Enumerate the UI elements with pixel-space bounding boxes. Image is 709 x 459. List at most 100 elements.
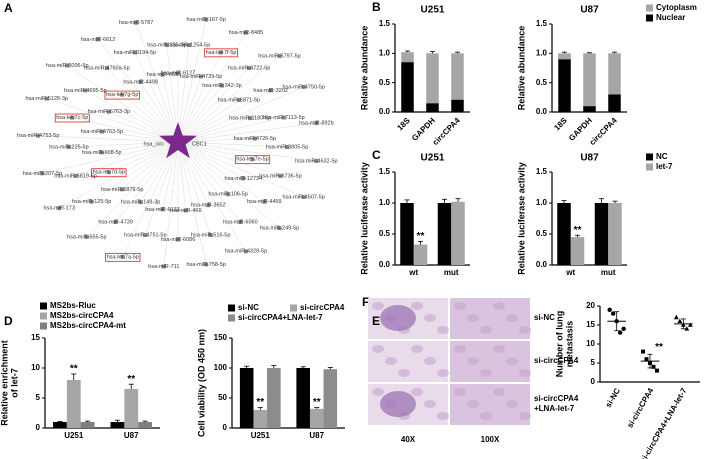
node-icon bbox=[70, 115, 75, 120]
tissue bbox=[467, 400, 479, 408]
legend-swatch bbox=[646, 4, 653, 12]
y-axis-label: Relative luciferase activity bbox=[359, 162, 369, 275]
point bbox=[621, 326, 626, 331]
node-label: hsa-let-7c-5p bbox=[56, 115, 88, 121]
y-tick-label: 10 bbox=[586, 339, 595, 348]
node-icon bbox=[99, 150, 104, 155]
edge bbox=[177, 85, 223, 143]
edge bbox=[166, 44, 179, 143]
edge bbox=[85, 90, 179, 143]
node-label: hsa-miR-5128-3p bbox=[25, 96, 68, 102]
tissue bbox=[424, 314, 436, 322]
legend-label: MS2bs-circCPA4 bbox=[50, 311, 114, 320]
node-label: hsa-miR-6736-5p bbox=[259, 173, 302, 179]
node-label: hsa-miR-5797-5p bbox=[258, 53, 301, 59]
y-tick-label: 0 bbox=[36, 423, 41, 432]
node-label: hsa-miR-4729-5p bbox=[180, 74, 223, 80]
panel-letter: D bbox=[4, 314, 13, 328]
point bbox=[610, 311, 616, 316]
node-icon bbox=[204, 17, 209, 22]
node-icon bbox=[176, 237, 180, 242]
node-label: hsa-miR-6086 bbox=[161, 237, 196, 243]
edge bbox=[177, 141, 207, 265]
significance: ** bbox=[70, 364, 78, 375]
center-node bbox=[159, 122, 197, 159]
bar bbox=[80, 422, 95, 428]
node-icon bbox=[262, 199, 267, 204]
legend-swatch bbox=[646, 153, 653, 161]
node-icon bbox=[164, 43, 169, 48]
node-label: hsa-miR-892b bbox=[299, 121, 334, 127]
tissue bbox=[424, 400, 436, 408]
nodule bbox=[380, 391, 416, 417]
chart-title: U87 bbox=[580, 5, 599, 16]
node-icon bbox=[138, 79, 143, 84]
row-label: si-NC bbox=[534, 313, 555, 322]
node-label: hsa-miR-758-5p bbox=[186, 262, 225, 268]
node-label: hsa-miR-4722-5p bbox=[228, 65, 271, 71]
edge bbox=[177, 52, 222, 143]
x-tick-label: mut bbox=[444, 268, 459, 277]
y-tick-label: 100 bbox=[214, 363, 228, 372]
tissue bbox=[398, 369, 410, 377]
point bbox=[651, 364, 656, 369]
node-icon bbox=[120, 254, 125, 259]
highlight-box bbox=[204, 48, 238, 58]
tissue bbox=[480, 412, 492, 420]
node-label: hsa-miR-1254-5p bbox=[168, 42, 211, 48]
tissue bbox=[411, 345, 423, 353]
edge bbox=[42, 141, 179, 174]
y-tick-label: 0.0 bbox=[379, 107, 391, 116]
node-icon bbox=[96, 37, 101, 42]
bar bbox=[451, 53, 464, 100]
node-label: hsa-miR-4695-5p bbox=[64, 88, 107, 94]
tissue bbox=[411, 388, 423, 396]
y-axis-label: metastasis bbox=[564, 321, 574, 368]
node-icon bbox=[243, 30, 248, 35]
edge bbox=[177, 44, 190, 143]
tissue bbox=[467, 357, 479, 365]
significance: ** bbox=[655, 342, 663, 353]
bar bbox=[557, 203, 571, 265]
node-icon bbox=[113, 220, 118, 225]
node-label: hsa-miR-3652 bbox=[191, 203, 226, 209]
edge bbox=[86, 141, 179, 237]
chart-title: U251 bbox=[421, 5, 445, 16]
highlight-box bbox=[54, 113, 90, 123]
tissue bbox=[493, 302, 505, 310]
node-label: hsa-miR-6879-5p bbox=[101, 187, 144, 193]
row-label: si-circCPA4 bbox=[534, 394, 579, 403]
node-label: hsa-miR-5787 bbox=[119, 20, 154, 26]
tissue bbox=[519, 369, 531, 377]
node-label: hsa-miR-655-5p bbox=[67, 234, 106, 240]
legend-label: NC bbox=[656, 152, 668, 161]
x-tick-label: U251 bbox=[64, 431, 84, 440]
y-tick-label: 1.5 bbox=[536, 19, 548, 28]
tissue bbox=[454, 388, 466, 396]
x-tick-label: U87 bbox=[124, 431, 139, 440]
node-icon bbox=[301, 84, 306, 89]
node-label: hsa-let-7a-5p bbox=[107, 254, 139, 260]
node-icon bbox=[120, 187, 125, 192]
edge bbox=[162, 141, 179, 210]
y-tick-label: 0.5 bbox=[379, 229, 391, 238]
x-tick-label: si-NC bbox=[604, 386, 622, 409]
node-icon bbox=[160, 72, 165, 77]
edge bbox=[177, 55, 280, 143]
y-axis-label: Relative enrichment bbox=[0, 340, 9, 426]
y-tick-label: 10 bbox=[31, 363, 40, 372]
legend-label: Nuclear bbox=[656, 13, 685, 22]
legend-swatch bbox=[40, 312, 47, 320]
node-icon bbox=[301, 195, 306, 200]
y-tick-label: 1.0 bbox=[536, 198, 548, 207]
node-label: hsa-miR-665 bbox=[147, 72, 178, 78]
node-label: hsa-miR-4328-5p bbox=[225, 249, 268, 255]
node-icon bbox=[40, 171, 45, 176]
tissue bbox=[506, 357, 518, 365]
point bbox=[641, 349, 645, 354]
tissue bbox=[519, 326, 531, 334]
y-tick-label: 0 bbox=[591, 377, 596, 386]
point bbox=[607, 307, 612, 312]
bar bbox=[400, 203, 414, 265]
node-label: hsa-miR-4760a-5p bbox=[84, 65, 130, 71]
